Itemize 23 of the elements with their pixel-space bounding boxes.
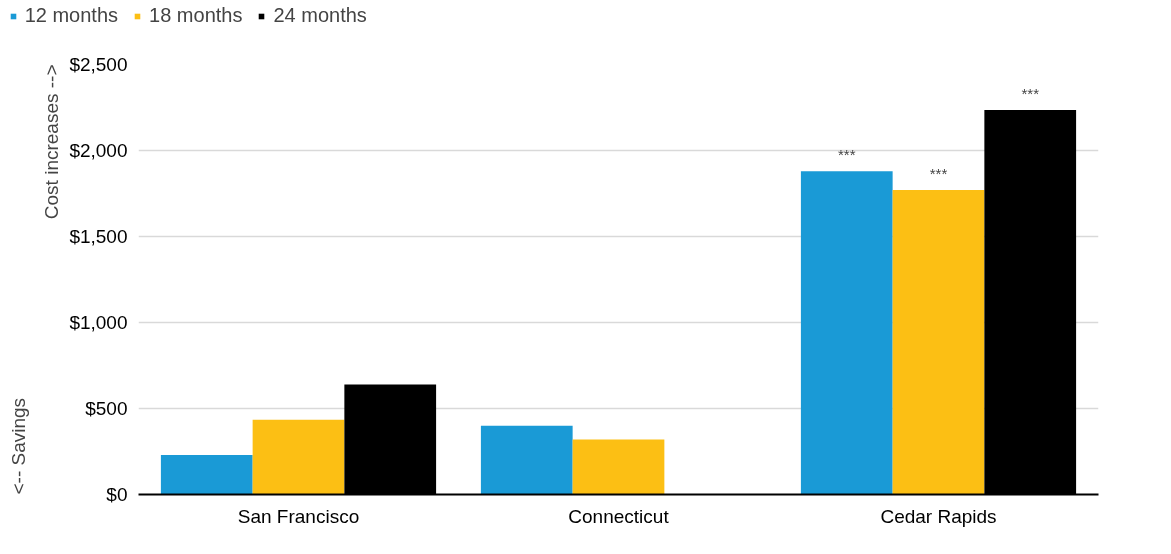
legend-label: 24 months [273,4,367,27]
x-tick-label: San Francisco [237,505,360,527]
y-tick-label: $500 [85,398,128,419]
legend-label: 12 months [24,4,119,27]
y-tick-label: $2,500 [69,54,128,75]
y-tick-label: $2,000 [69,140,128,161]
bar [892,190,985,495]
bar [800,171,893,495]
x-tick-label: Cedar Rapids [880,505,997,527]
data-label: *** [838,146,856,164]
x-tick-label: Connecticut [568,505,670,527]
text: <-- Savings [7,397,29,495]
y-tick-label: $1,500 [69,226,128,247]
bar [160,454,253,495]
y-axis-title: Cost increases --> [40,64,62,220]
legend-label: 18 months [149,4,243,27]
y-tick-label: $1,000 [69,312,128,333]
data-label: *** [929,165,948,183]
bar [252,419,345,495]
bar [480,425,573,495]
bar [572,439,665,495]
y-tick-label: $0 [106,484,128,505]
data-label: *** [1021,85,1040,103]
